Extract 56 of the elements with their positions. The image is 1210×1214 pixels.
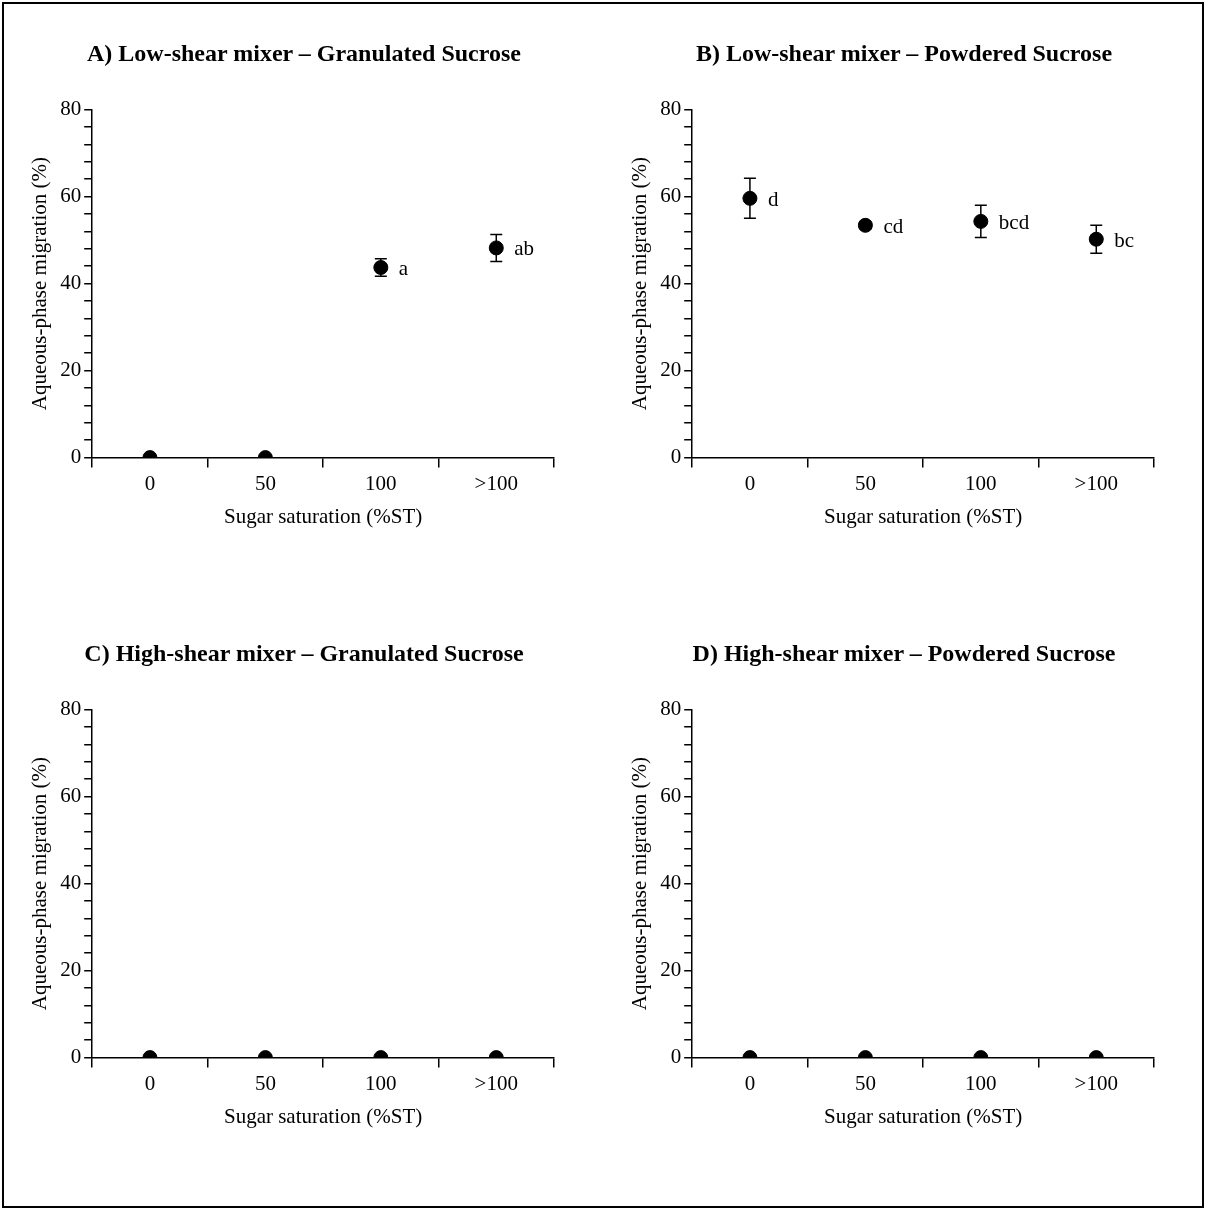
y-tick-label: 60 (60, 183, 82, 208)
annotation: cd (883, 213, 904, 238)
x-tick-label: 0 (744, 1070, 756, 1095)
y-tick-label: 80 (660, 96, 682, 121)
y-tick-label: 40 (60, 270, 82, 295)
x-axis-title: Sugar saturation (%ST) (223, 1103, 423, 1128)
y-tick-label: 0 (670, 1044, 682, 1069)
x-tick-label: >100 (474, 470, 518, 495)
x-tick-label: 0 (144, 1070, 156, 1095)
x-tick-label: >100 (1074, 470, 1118, 495)
y-axis-title: Aqueous-phase migration (%) (627, 757, 652, 1011)
y-tick-label: 60 (660, 783, 682, 808)
x-tick-label: 100 (365, 470, 397, 495)
annotation: bcd (998, 209, 1030, 234)
y-tick-label: 20 (660, 357, 682, 382)
x-tick-label: 50 (854, 470, 876, 495)
y-tick-label: 20 (660, 957, 682, 982)
y-tick-label: 80 (60, 696, 82, 721)
y-tick-label: 0 (670, 444, 682, 469)
x-axis-title: Sugar saturation (%ST) (823, 1103, 1023, 1128)
x-tick-label: 50 (854, 1070, 876, 1095)
annotation: d (767, 186, 779, 211)
x-axis-title: Sugar saturation (%ST) (823, 503, 1023, 528)
y-tick-label: 20 (60, 957, 82, 982)
y-tick-label: 60 (60, 783, 82, 808)
y-axis-title: Aqueous-phase migration (%) (27, 757, 52, 1011)
x-tick-label: 0 (144, 470, 156, 495)
y-tick-label: 40 (660, 870, 682, 895)
x-tick-label: 50 (254, 470, 276, 495)
y-tick-label: 0 (70, 444, 82, 469)
y-tick-label: 0 (70, 1044, 82, 1069)
annotation: ab (514, 236, 535, 261)
y-axis-title: Aqueous-phase migration (%) (627, 157, 652, 411)
y-tick-label: 20 (60, 357, 82, 382)
annotation: bc (1114, 227, 1135, 252)
y-tick-label: 40 (660, 270, 682, 295)
y-tick-label: 40 (60, 870, 82, 895)
chart-title: A) Low-shear mixer – Granulated Sucrose (86, 40, 522, 67)
y-tick-label: 80 (60, 96, 82, 121)
chart-title: C) High-shear mixer – Granulated Sucrose (83, 640, 525, 667)
chart-title: D) High-shear mixer – Powdered Sucrose (691, 640, 1117, 667)
point (1088, 231, 1104, 247)
x-tick-label: 50 (254, 1070, 276, 1095)
annotation: a (398, 256, 409, 281)
x-tick-label: >100 (474, 1070, 518, 1095)
y-axis-title: Aqueous-phase migration (%) (27, 157, 52, 411)
x-tick-label: 100 (365, 1070, 397, 1095)
x-tick-label: 100 (965, 1070, 997, 1095)
x-axis-title: Sugar saturation (%ST) (223, 503, 423, 528)
chart-title: B) Low-shear mixer – Powdered Sucrose (694, 40, 1114, 67)
x-tick-label: 100 (965, 470, 997, 495)
point (488, 240, 504, 256)
y-tick-label: 80 (660, 696, 682, 721)
x-tick-label: 0 (744, 470, 756, 495)
y-tick-label: 60 (660, 183, 682, 208)
x-tick-label: >100 (1074, 1070, 1118, 1095)
